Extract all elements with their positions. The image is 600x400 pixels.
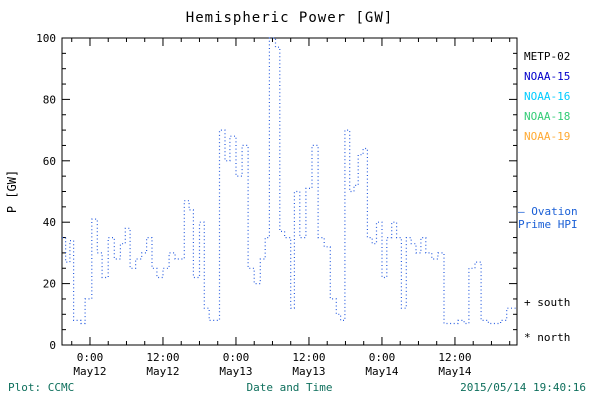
- svg-text:80: 80: [43, 93, 56, 106]
- svg-text:0:00: 0:00: [369, 351, 396, 364]
- north-marker-label: * north: [524, 331, 571, 344]
- plot-timestamp: 2015/05/14 19:40:16: [460, 381, 586, 394]
- svg-text:100: 100: [36, 32, 56, 45]
- x-axis-title: Date and Time: [246, 381, 333, 394]
- svg-text:May12: May12: [73, 365, 106, 378]
- svg-text:0:00: 0:00: [223, 351, 250, 364]
- svg-text:P [GW]: P [GW]: [5, 170, 19, 213]
- svg-text:20: 20: [43, 278, 56, 291]
- svg-text:0: 0: [49, 339, 56, 352]
- svg-text:May14: May14: [365, 365, 398, 378]
- svg-text:60: 60: [43, 155, 56, 168]
- ovation-legend-line1: — Ovation: [518, 205, 578, 218]
- svg-text:12:00: 12:00: [146, 351, 179, 364]
- ovation-prime-hpi-legend: — Ovation Prime HPI: [518, 205, 578, 231]
- svg-text:0:00: 0:00: [77, 351, 104, 364]
- svg-text:May12: May12: [146, 365, 179, 378]
- ovation-legend-line2: Prime HPI: [518, 218, 578, 231]
- chart-title: Hemispheric Power [GW]: [185, 10, 394, 26]
- svg-text:12:00: 12:00: [438, 351, 471, 364]
- legend-item-noaa19: NOAA-19: [524, 130, 571, 143]
- legend-item-noaa16: NOAA-16: [524, 90, 571, 103]
- south-marker-label: + south: [524, 296, 571, 309]
- legend-item-metp02: METP-02: [524, 50, 571, 63]
- svg-text:May13: May13: [219, 365, 252, 378]
- svg-text:May13: May13: [292, 365, 325, 378]
- svg-text:May14: May14: [438, 365, 471, 378]
- plot-source-label: Plot: CCMC: [8, 381, 75, 394]
- svg-text:12:00: 12:00: [292, 351, 325, 364]
- legend-item-noaa15: NOAA-15: [524, 70, 571, 83]
- legend-item-noaa18: NOAA-18: [524, 110, 571, 123]
- svg-text:40: 40: [43, 216, 56, 229]
